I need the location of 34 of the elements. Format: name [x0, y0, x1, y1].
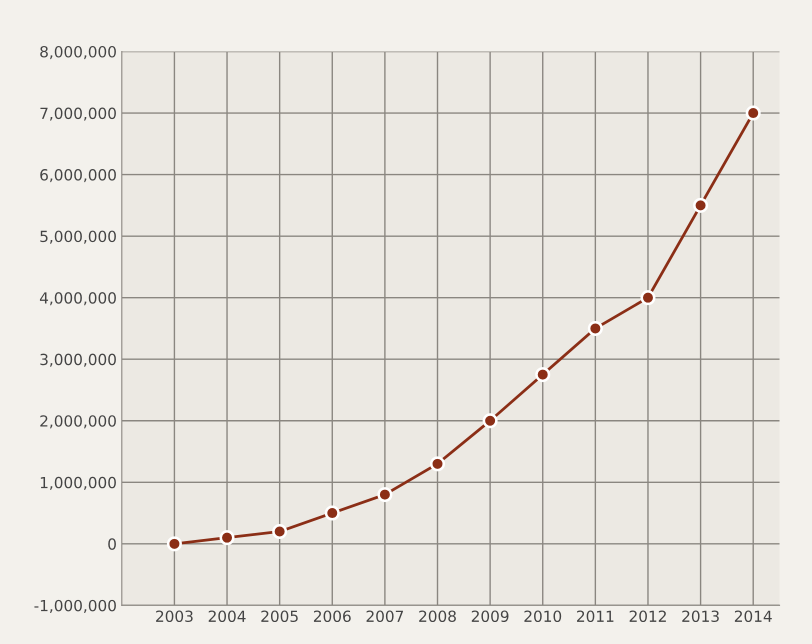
x-tick-label: 2005	[261, 610, 298, 622]
y-tick-label: 5,000,000	[40, 230, 116, 244]
point	[377, 487, 392, 502]
point	[588, 320, 603, 336]
y-tick-label: 0	[108, 538, 116, 550]
point	[746, 106, 761, 121]
y-tick-label: 8,000,000	[40, 46, 116, 60]
y-tick-label: -1,000,000	[34, 600, 116, 613]
x-tick-label: 2007	[366, 610, 404, 622]
x-tick-label: 2012	[630, 610, 666, 622]
point	[220, 530, 235, 546]
x-tick-label: 2009	[472, 610, 508, 622]
point	[693, 198, 708, 213]
y-tick-label: 2,000,000	[40, 415, 116, 428]
point	[166, 536, 182, 552]
point	[324, 506, 340, 521]
point	[272, 524, 288, 540]
point	[640, 290, 656, 306]
point	[482, 413, 498, 428]
x-tick-label: 2008	[419, 610, 456, 622]
point	[535, 367, 550, 382]
x-tick-label: 2011	[577, 610, 614, 622]
point	[430, 456, 446, 472]
x-tick-label: 2010	[524, 610, 562, 622]
y-tick-label: 3,000,000	[40, 354, 116, 367]
y-tick-label: 7,000,000	[40, 108, 116, 121]
x-tick-label: 2013	[682, 610, 719, 622]
x-tick-label: 2003	[156, 610, 193, 622]
y-tick-label: 4,000,000	[40, 292, 116, 306]
y-tick-label: 6,000,000	[40, 169, 116, 182]
x-tick-label: 2006	[314, 610, 351, 622]
y-tick-label: 1,000,000	[40, 476, 116, 490]
x-tick-label: 2014	[734, 610, 772, 622]
x-tick-label: 2004	[208, 610, 246, 622]
